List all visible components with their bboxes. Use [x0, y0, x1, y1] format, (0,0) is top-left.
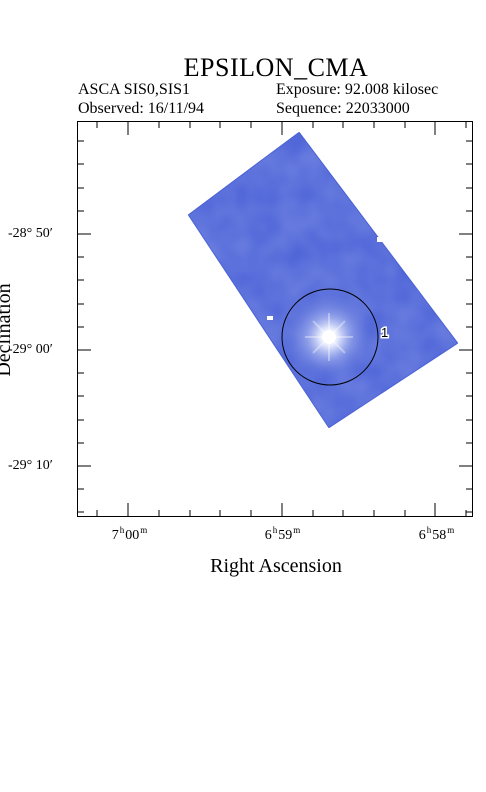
x-tick-hours: 6: [418, 528, 426, 543]
x-axis-ticks: [96, 121, 467, 517]
instrument-label: ASCA SIS0,SIS1: [78, 81, 191, 98]
exposure-label: Exposure: 92.008 kilosec: [276, 81, 439, 98]
hour-unit: h: [426, 525, 432, 535]
x-tick-minutes: 59: [278, 528, 293, 543]
field-notch: [267, 316, 273, 320]
sky-image: 1: [77, 121, 473, 517]
x-tick-minutes: 00: [125, 528, 140, 543]
source-region-circle: [281, 288, 379, 386]
minute-unit: m: [140, 525, 148, 535]
y-tick-label: -29° 10′: [8, 458, 53, 473]
observed-date-label: Observed: 16/11/94: [78, 100, 205, 117]
image-title: EPSILON_CMA: [183, 53, 369, 82]
y-axis-title: Declination: [0, 283, 15, 377]
x-axis-title: Right Ascension: [210, 555, 342, 577]
xray-source-core: [322, 330, 336, 344]
x-tick-hours: 6: [264, 528, 272, 543]
x-tick-label: 6h58m: [419, 522, 456, 544]
hour-unit: h: [272, 525, 278, 535]
y-axis-ticks: [77, 140, 473, 513]
x-tick-hours: 7: [111, 528, 119, 543]
x-tick-label: 7h00m: [112, 522, 149, 544]
y-tick-label: -29° 00′: [8, 342, 53, 357]
exposure-field-texture: [189, 133, 457, 427]
source-region-label: 1: [381, 325, 388, 340]
sequence-label: Sequence: 22033000: [276, 100, 410, 117]
minute-unit: m: [447, 525, 455, 535]
y-tick-label: -28° 50′: [8, 226, 53, 241]
x-tick-label: 6h59m: [265, 522, 302, 544]
hour-unit: h: [119, 525, 125, 535]
x-tick-minutes: 58: [432, 528, 447, 543]
minute-unit: m: [293, 525, 301, 535]
field-notch: [377, 237, 382, 242]
